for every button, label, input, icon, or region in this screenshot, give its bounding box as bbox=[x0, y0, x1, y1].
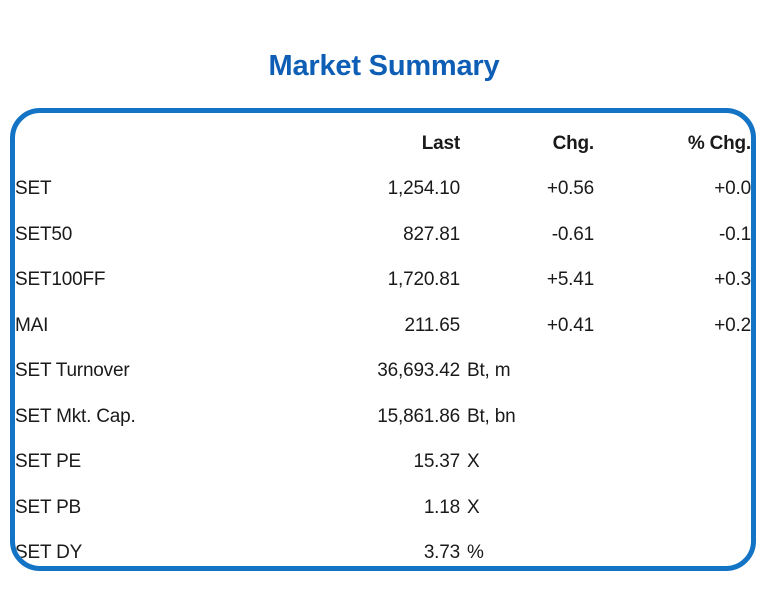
table-header-row: Last Chg. % Chg. bbox=[15, 121, 751, 167]
last-value-cell: 15,861.86 Bt, bn bbox=[315, 394, 515, 440]
header-label-spacer bbox=[15, 121, 315, 167]
last-value-cell: 827.81 bbox=[315, 212, 460, 258]
market-table: Last Chg. % Chg. SET 1,254.10 +0.56 +0.0… bbox=[15, 121, 751, 567]
last-unit: % bbox=[467, 542, 484, 564]
row-label: SET50 bbox=[15, 223, 73, 245]
chg-value bbox=[460, 485, 594, 531]
last-value: 36,693.42 bbox=[377, 360, 460, 382]
pct-chg-value: +0.2 bbox=[714, 314, 751, 336]
last-value-cell: 15.37 X bbox=[315, 440, 479, 486]
row-label: MAI bbox=[15, 314, 49, 336]
pct-chg-value bbox=[594, 485, 751, 531]
last-unit: Bt, bn bbox=[467, 405, 516, 427]
header-pct-chg: % Chg. bbox=[687, 132, 751, 154]
chg-value: -0.61 bbox=[551, 223, 595, 245]
last-unit: X bbox=[467, 451, 480, 473]
chg-value bbox=[460, 440, 594, 486]
pct-chg-value: +0.3 bbox=[714, 269, 751, 291]
last-value-cell: 36,693.42 Bt, m bbox=[315, 349, 510, 395]
table-row: SET PB 1.18 X bbox=[15, 485, 751, 531]
market-summary-card: Last Chg. % Chg. SET 1,254.10 +0.56 +0.0… bbox=[10, 108, 756, 571]
table-row: SET PE 15.37 X bbox=[15, 440, 751, 486]
chg-value: +5.41 bbox=[546, 269, 594, 291]
last-unit: X bbox=[467, 496, 480, 518]
row-label: SET bbox=[15, 178, 52, 200]
pct-chg-value: -0.1 bbox=[719, 223, 751, 245]
last-value: 3.73 bbox=[423, 542, 460, 564]
pct-chg-value: +0.0 bbox=[714, 178, 751, 200]
last-value: 1.18 bbox=[423, 496, 460, 518]
row-label: SET PE bbox=[15, 451, 82, 473]
table-row: SET100FF 1,720.81 +5.41 +0.3 bbox=[15, 258, 751, 304]
chg-value: +0.56 bbox=[546, 178, 594, 200]
last-value: 15,861.86 bbox=[377, 405, 460, 427]
last-value: 1,720.81 bbox=[387, 269, 461, 291]
pct-chg-value bbox=[594, 349, 751, 395]
last-value-cell: 1,720.81 bbox=[315, 258, 461, 304]
pct-chg-value bbox=[594, 440, 751, 486]
table-row: SET 1,254.10 +0.56 +0.0 bbox=[15, 167, 751, 213]
chg-value: +0.41 bbox=[546, 314, 594, 336]
last-value-cell: 211.65 bbox=[315, 303, 460, 349]
pct-chg-value bbox=[594, 394, 751, 440]
row-label: SET100FF bbox=[15, 269, 106, 291]
header-chg: Chg. bbox=[552, 132, 595, 154]
row-label: SET Mkt. Cap. bbox=[15, 405, 136, 427]
last-value: 827.81 bbox=[403, 223, 460, 245]
table-row: SET DY 3.73% bbox=[15, 531, 751, 567]
row-label: SET DY bbox=[15, 542, 83, 564]
last-value: 211.65 bbox=[404, 314, 460, 336]
pct-chg-value bbox=[594, 531, 751, 567]
last-value: 1,254.10 bbox=[387, 178, 461, 200]
page-title: Market Summary bbox=[268, 50, 500, 82]
last-unit: Bt, m bbox=[467, 360, 511, 382]
last-value-cell: 1.18 X bbox=[315, 485, 480, 531]
header-last: Last bbox=[421, 132, 460, 154]
row-label: SET Turnover bbox=[15, 360, 130, 382]
table-row: SET Turnover 36,693.42 Bt, m bbox=[15, 349, 751, 395]
table-row: SET50 827.81 -0.61 -0.1 bbox=[15, 212, 751, 258]
last-value-cell: 3.73% bbox=[315, 531, 484, 567]
last-value-cell: 1,254.10 bbox=[315, 167, 461, 213]
row-label: SET PB bbox=[15, 496, 82, 518]
table-row: SET Mkt. Cap. 15,861.86 Bt, bn bbox=[15, 394, 751, 440]
last-value: 15.37 bbox=[413, 451, 460, 473]
table-row: MAI 211.65 +0.41 +0.2 bbox=[15, 303, 751, 349]
